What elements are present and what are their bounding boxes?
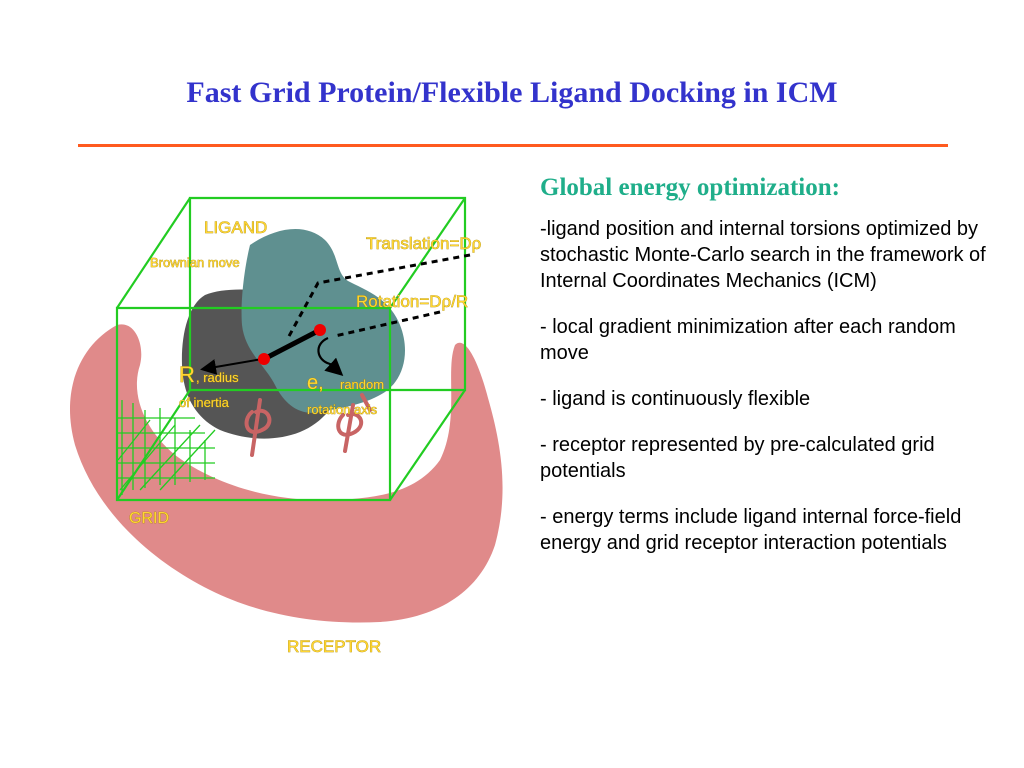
description-panel: Global energy optimization: -ligand posi…	[540, 174, 1010, 576]
center-of-mass-point	[258, 353, 270, 365]
rotation-label: Rotation=Dρ/R	[356, 292, 468, 311]
receptor-shape	[69, 324, 503, 623]
bullet-item: - receptor represented by pre-calculated…	[540, 434, 935, 482]
docking-cube	[115, 196, 467, 502]
radius-label: , radius	[196, 370, 239, 385]
r-symbol-label: R	[179, 362, 195, 387]
axis-point	[314, 324, 326, 336]
bullet-list: -ligand position and internal torsions o…	[540, 216, 1010, 556]
rotation-axis-label: rotation axis	[307, 402, 378, 417]
translation-label: Translation=Dρ	[366, 234, 481, 253]
brownian-move-label: Brownian move	[150, 255, 240, 270]
motion-arrows	[286, 253, 471, 339]
bullet-item: -ligand position and internal torsions o…	[540, 218, 986, 292]
torsion-symbols	[244, 393, 372, 457]
axis-segment	[264, 328, 320, 361]
bullet-item: - ligand is continuously flexible	[540, 388, 811, 410]
slide-title: Fast Grid Protein/Flexible Ligand Dockin…	[186, 76, 838, 109]
radius-arrow	[200, 358, 263, 375]
rotation-curl-arrow	[317, 336, 344, 376]
ligand-label: LIGAND	[204, 218, 267, 237]
inertia-label: of inertia	[179, 395, 230, 410]
title-underline	[78, 144, 948, 147]
random-label: random	[340, 377, 384, 392]
ligand-teal-shape	[241, 229, 405, 413]
grid-label: GRID	[129, 510, 169, 527]
e-symbol-label: e,	[307, 372, 324, 394]
bullet-item: - energy terms include ligand internal f…	[540, 506, 962, 554]
panel-heading: Global energy optimization:	[540, 174, 840, 201]
bullet-item: - local gradient minimization after each…	[540, 316, 956, 364]
receptor-label: RECEPTOR	[287, 637, 381, 656]
